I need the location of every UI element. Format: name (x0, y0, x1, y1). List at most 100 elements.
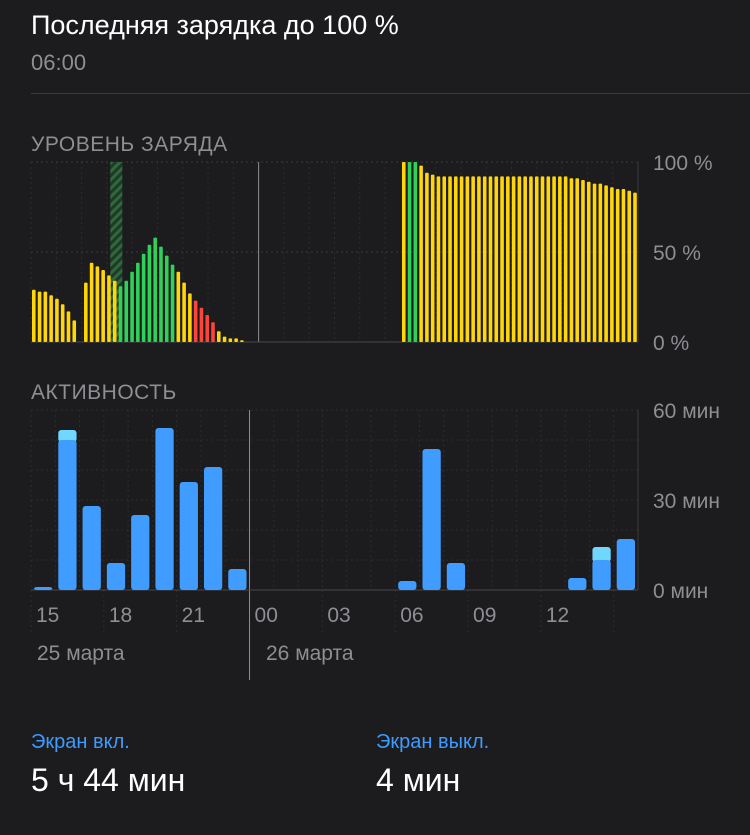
battery-bar (130, 271, 134, 342)
battery-y-label: 50 % (653, 242, 701, 265)
battery-bar (55, 298, 59, 342)
battery-bar (442, 176, 447, 342)
activity-bar-screen-on (58, 440, 77, 590)
activity-chart-bars (34, 428, 635, 590)
activity-x-label: 18 (109, 604, 132, 627)
battery-bar (164, 255, 169, 342)
page-title: Последняя зарядка до 100 % (31, 10, 399, 40)
activity-bar-screen-on (446, 563, 466, 590)
activity-y-label: 0 мин (653, 580, 708, 603)
battery-bar (465, 176, 470, 342)
battery-bar (627, 190, 632, 342)
battery-bar (517, 176, 522, 342)
battery-bar (124, 280, 129, 342)
battery-bar (448, 176, 452, 342)
battery-bar (419, 165, 423, 342)
battery-y-label: 100 % (653, 152, 713, 175)
activity-chart-grid (30, 409, 639, 680)
battery-bar (494, 176, 499, 342)
battery-bar (598, 183, 603, 342)
usage-charts[interactable]: 100 % 50 % 0 % 60 мин 30 мин 0 мин 15 18 21 00 0… (0, 0, 750, 700)
battery-bar (569, 178, 574, 342)
battery-bar (477, 176, 481, 342)
battery-bar (60, 304, 65, 342)
activity-x-label: 00 (255, 604, 278, 627)
activity-bar-screen-on (592, 560, 611, 590)
battery-bar (101, 270, 105, 342)
battery-bar (118, 286, 123, 342)
activity-bar-screen-on (106, 563, 126, 590)
battery-level-title: УРОВЕНЬ ЗАРЯДА (31, 133, 228, 156)
battery-bar (563, 176, 568, 342)
battery-bar (425, 172, 429, 342)
battery-bar (482, 176, 487, 342)
activity-bar-screen-on (155, 428, 174, 590)
battery-bar (523, 176, 527, 342)
battery-bar (413, 162, 418, 342)
battery-bar (592, 183, 597, 342)
battery-bar (401, 162, 406, 342)
battery-bar (610, 187, 614, 342)
battery-bar (176, 271, 181, 342)
battery-bar (511, 176, 516, 342)
battery-bar (49, 295, 53, 342)
battery-bar (534, 176, 539, 342)
battery-bar (234, 338, 238, 342)
activity-y-label: 30 мин (653, 490, 720, 513)
battery-bar (112, 280, 117, 342)
activity-x-label: 06 (400, 604, 423, 627)
activity-bar-screen-on (179, 482, 198, 590)
battery-bar (216, 331, 221, 342)
battery-chart-bars (32, 162, 637, 342)
battery-bar (615, 189, 620, 342)
battery-bar (147, 244, 152, 342)
battery-bar (436, 176, 441, 342)
battery-bar (199, 307, 204, 342)
battery-bar (188, 293, 192, 342)
activity-x-label: 03 (327, 604, 350, 627)
battery-bar (500, 176, 504, 342)
screen-on-label[interactable]: Экран вкл. (31, 731, 130, 753)
battery-bar (107, 275, 111, 342)
activity-x-label: 21 (182, 604, 205, 627)
battery-bar (575, 178, 579, 342)
battery-bar (546, 176, 551, 342)
activity-title: АКТИВНОСТЬ (31, 381, 177, 404)
battery-bar (136, 262, 140, 342)
activity-bar-screen-on (616, 539, 635, 590)
battery-y-label: 0 % (653, 332, 689, 355)
activity-x-label: 09 (473, 604, 496, 627)
battery-bar (633, 192, 637, 342)
battery-bar (66, 311, 71, 342)
activity-bar-screen-on (422, 449, 441, 590)
battery-bar (604, 185, 608, 342)
battery-bar (454, 176, 458, 342)
screen-off-label[interactable]: Экран выкл. (376, 731, 490, 753)
battery-bar (407, 162, 412, 342)
activity-chart-x-labels: 15 18 21 00 03 06 09 12 25 марта 26 марта (36, 604, 569, 665)
battery-bar (37, 291, 42, 342)
activity-bar-screen-on (34, 587, 53, 590)
activity-chart-y-labels: 60 мин 30 мин 0 мин (653, 400, 720, 603)
battery-bar (211, 322, 215, 342)
battery-bar (43, 291, 48, 342)
battery-bar (222, 336, 227, 342)
activity-bar-screen-off (58, 430, 77, 442)
activity-bar-screen-on (398, 581, 417, 590)
screen-off-value: 4 мин (376, 762, 461, 798)
battery-bar (552, 176, 556, 342)
battery-bar (430, 174, 435, 342)
battery-bar (540, 176, 545, 342)
battery-bar (471, 176, 475, 342)
activity-y-label: 60 мин (653, 400, 720, 423)
battery-bar (182, 282, 186, 342)
battery-bar (84, 282, 88, 342)
battery-bar (141, 253, 146, 342)
divider (31, 93, 750, 94)
battery-bar (586, 181, 591, 342)
activity-date-label: 25 марта (37, 642, 125, 665)
battery-bar (228, 338, 233, 342)
activity-x-label: 12 (546, 604, 569, 627)
battery-bar (170, 264, 175, 342)
battery-bar (581, 180, 585, 342)
